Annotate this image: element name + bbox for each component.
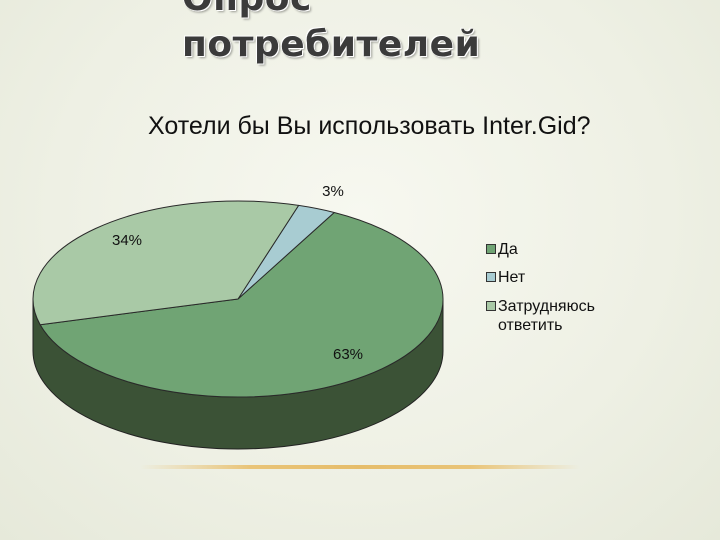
pie-slice-unsure <box>32 200 300 326</box>
chart-title: Хотели бы Вы использовать Inter.Gid? <box>148 112 591 140</box>
decorative-underline <box>140 465 580 469</box>
legend-item-net: Нет <box>486 268 686 287</box>
legend-swatch-unsure <box>486 301 496 311</box>
legend-label-net: Нет <box>498 269 526 286</box>
legend-swatch-net <box>486 272 496 282</box>
data-label-net: 3% <box>322 183 344 200</box>
legend-label-unsure: Затрудняюсь ответить <box>498 298 595 334</box>
legend-item-da: Да <box>486 240 686 259</box>
slide-title: Опрос потребителей <box>182 0 480 68</box>
pie-slice-da <box>39 211 444 398</box>
slide-title-line-2: потребителей <box>182 24 481 65</box>
data-label-unsure: 34% <box>112 232 142 249</box>
chart-legend: Да Нет Затрудняюсь ответить <box>486 240 686 335</box>
data-label-da: 63% <box>333 346 363 363</box>
legend-item-unsure: Затрудняюсь ответить <box>486 297 618 335</box>
legend-swatch-da <box>486 244 496 254</box>
legend-label-da: Да <box>498 241 518 258</box>
slide-title-line-1: Опрос <box>182 0 480 22</box>
